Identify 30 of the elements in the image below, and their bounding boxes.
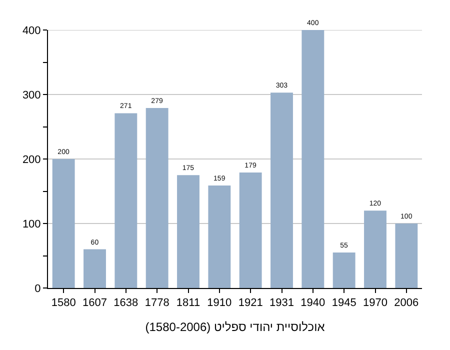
- x-tick-label: 1811: [176, 297, 200, 310]
- bar: [302, 30, 324, 288]
- x-tick-label: 1931: [270, 297, 294, 310]
- y-tick-label: 200: [22, 154, 41, 166]
- bar: [395, 224, 418, 288]
- bar: [239, 172, 262, 288]
- bar: [52, 159, 75, 288]
- x-tick-label: 1580: [51, 297, 76, 310]
- x-tick-label: 1910: [207, 297, 232, 310]
- x-tick-label: 1945: [332, 297, 356, 310]
- x-tick-label: 1970: [363, 297, 388, 310]
- x-tick-label: 1778: [144, 297, 170, 310]
- bar: [177, 175, 200, 288]
- y-tick-label: 0: [34, 282, 41, 295]
- x-tick-label: 1940: [300, 297, 326, 310]
- bar: [114, 113, 138, 288]
- bar: [332, 252, 356, 288]
- y-tick-label: 400: [22, 24, 41, 37]
- bar: [364, 210, 386, 288]
- y-tick-label: 100: [22, 218, 41, 230]
- x-tick-label: 1921: [238, 297, 263, 310]
- bar: [146, 108, 168, 288]
- x-tick-label: 1638: [114, 297, 138, 310]
- x-axis-title: אוכלוסיית יהודי ספליט (1580-2006): [145, 320, 326, 334]
- bar: [270, 92, 293, 288]
- x-tick-label: 2006: [394, 297, 419, 310]
- x-tick-label: 1607: [82, 297, 107, 310]
- bar: [84, 249, 106, 288]
- bar: [208, 185, 231, 288]
- y-tick-label: 300: [22, 89, 41, 102]
